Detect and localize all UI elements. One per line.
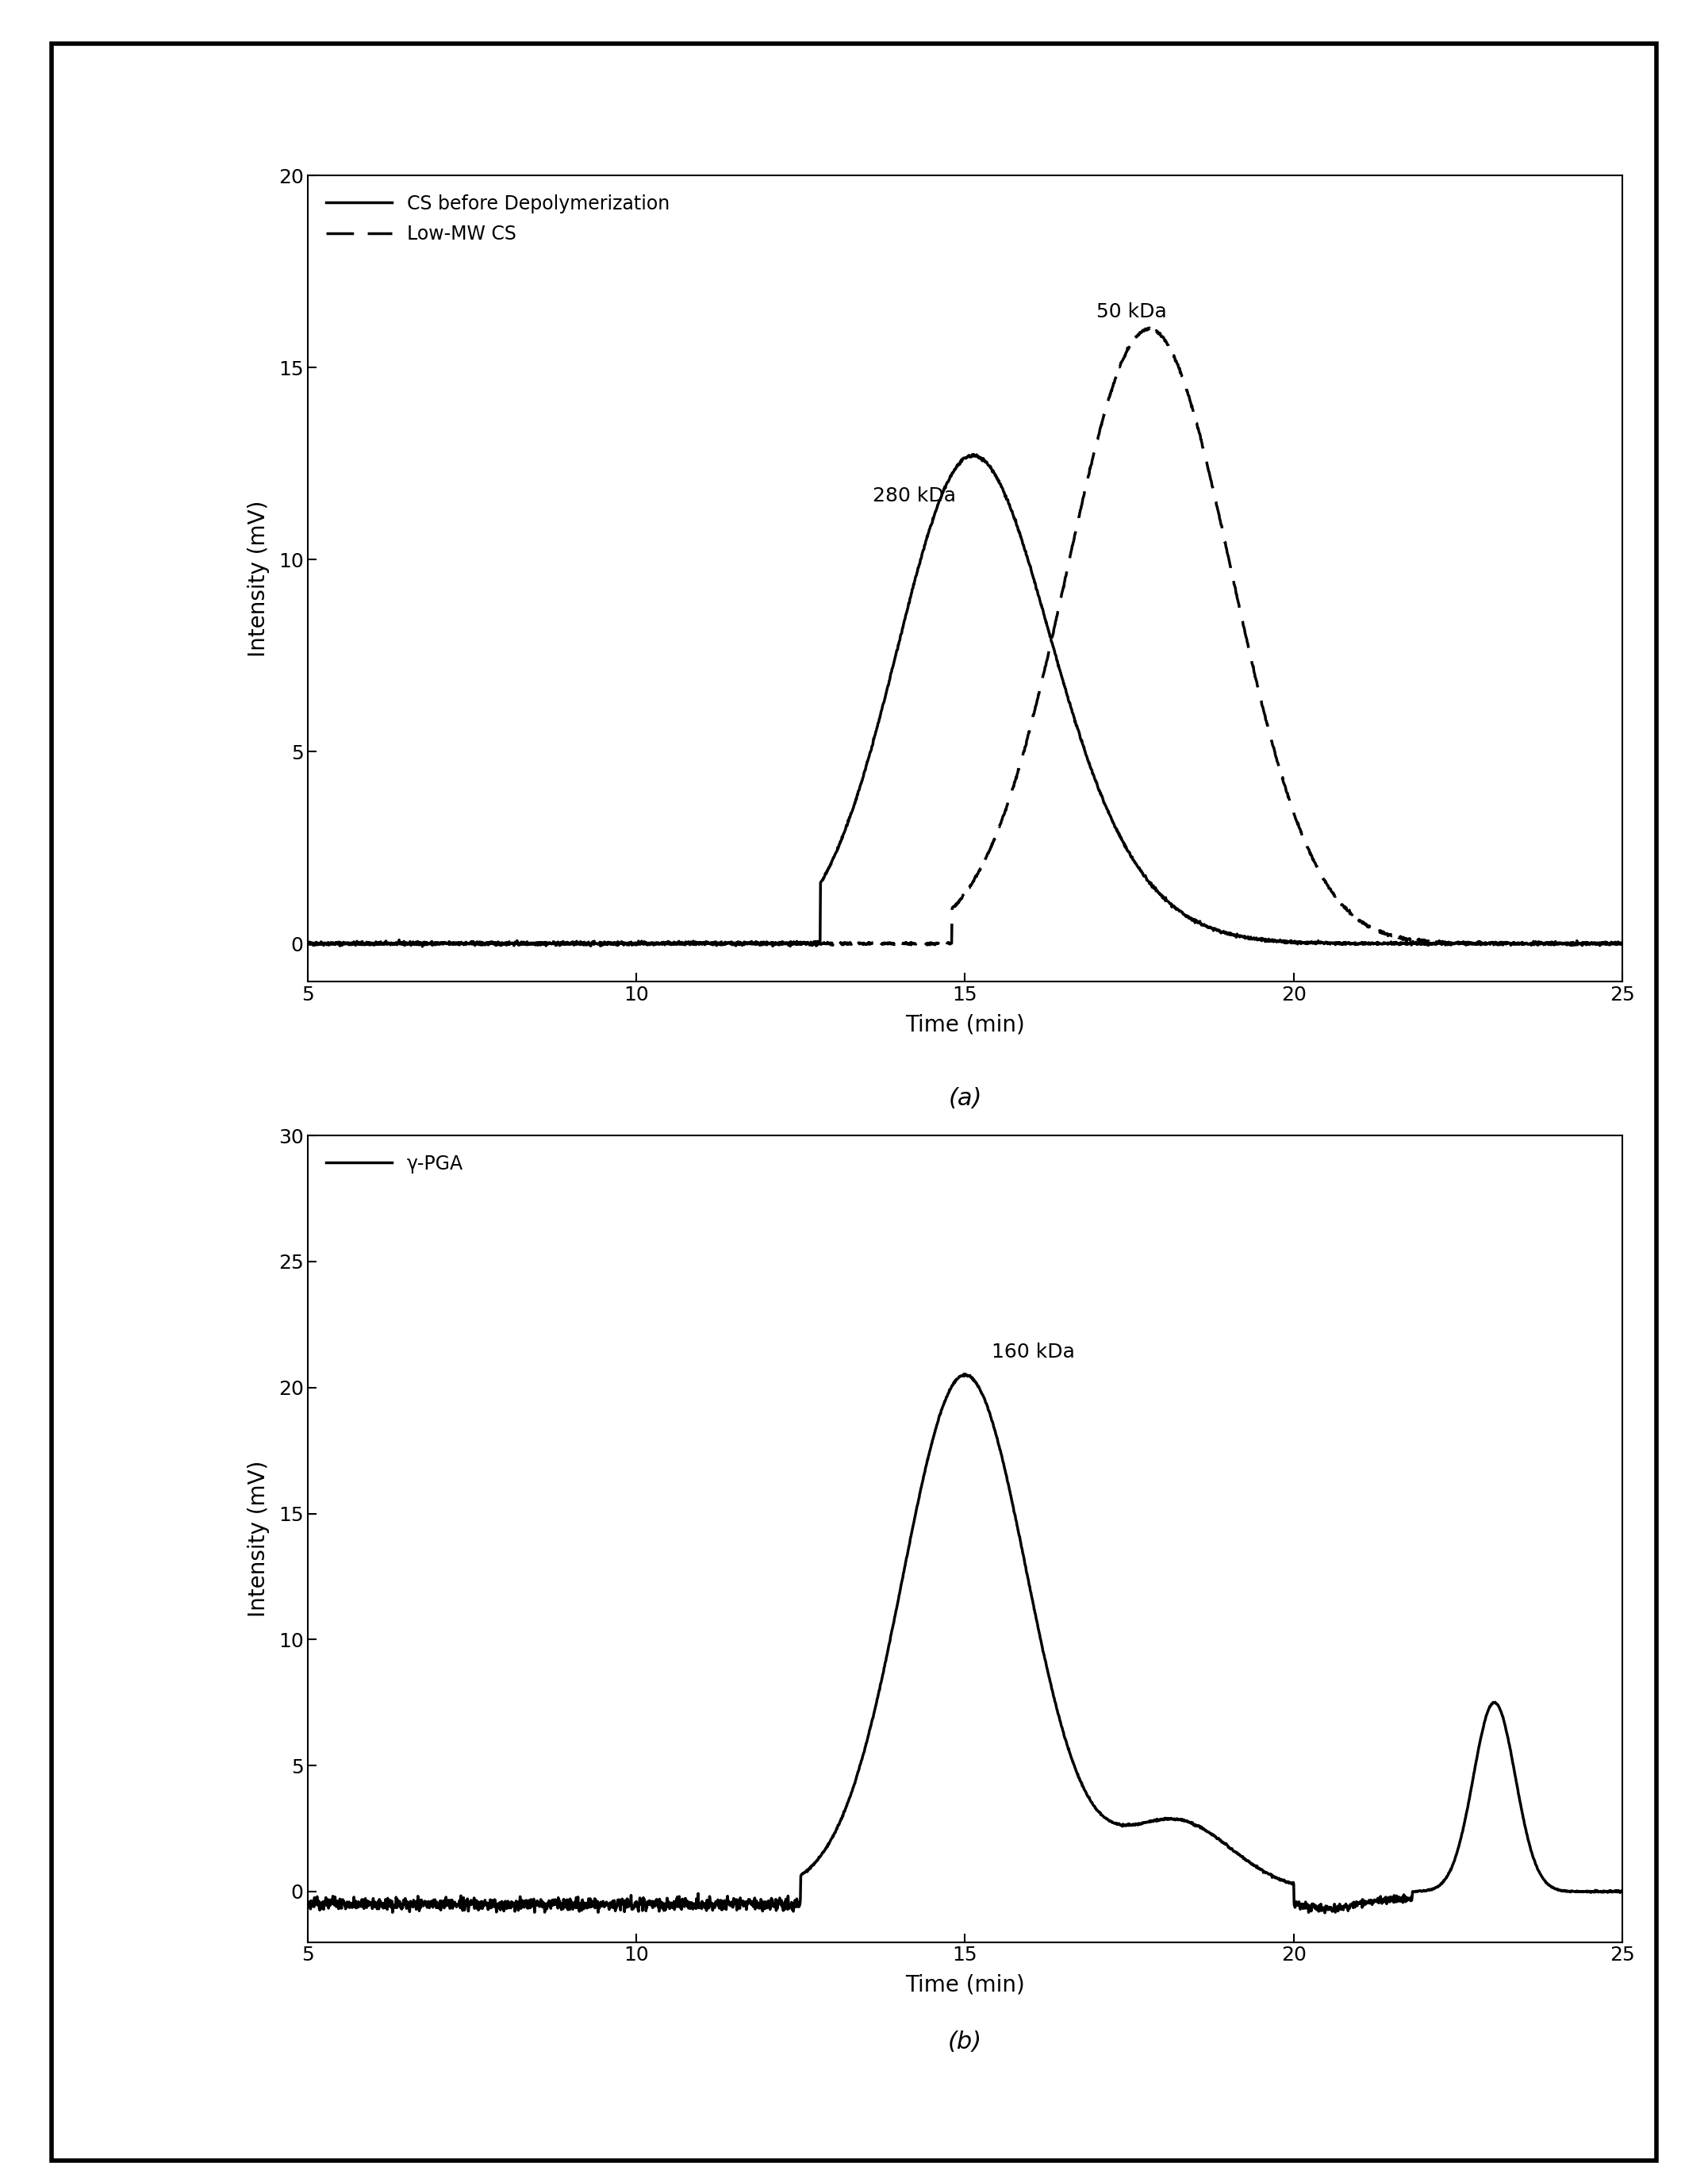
Legend: γ-PGA: γ-PGA <box>316 1146 473 1183</box>
Legend: CS before Depolymerization, Low-MW CS: CS before Depolymerization, Low-MW CS <box>316 185 678 253</box>
Text: 160 kDa: 160 kDa <box>991 1342 1074 1362</box>
X-axis label: Time (min): Time (min) <box>905 1015 1025 1036</box>
X-axis label: Time (min): Time (min) <box>905 1975 1025 1997</box>
Text: (b): (b) <box>948 2031 982 2053</box>
Text: 50 kDa: 50 kDa <box>1097 303 1167 321</box>
Text: 280 kDa: 280 kDa <box>873 487 956 506</box>
Text: (a): (a) <box>948 1087 982 1111</box>
Y-axis label: Intensity (mV): Intensity (mV) <box>248 1460 270 1617</box>
Y-axis label: Intensity (mV): Intensity (mV) <box>248 500 270 657</box>
